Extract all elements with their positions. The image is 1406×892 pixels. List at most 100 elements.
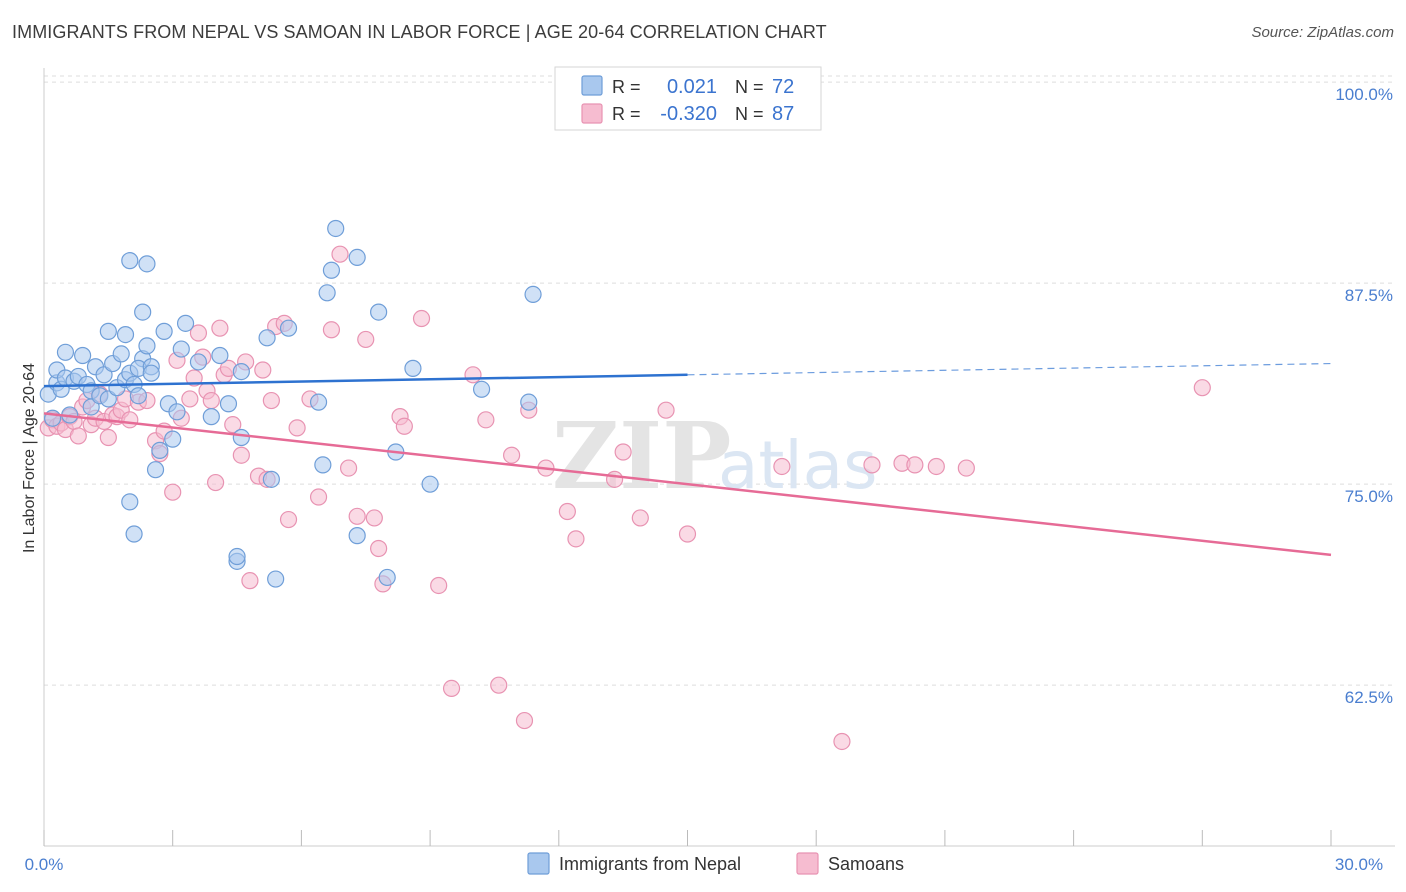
nepal-point — [121, 493, 139, 511]
samoans-point — [288, 419, 306, 437]
samoans-point — [957, 459, 975, 477]
nepal-point — [164, 430, 182, 448]
y-axis-label: In Labor Force | Age 20-64 — [21, 363, 38, 553]
nepal-point — [125, 525, 143, 543]
stats-r-label-nepal: R = — [612, 77, 641, 97]
nepal-points — [39, 219, 542, 588]
samoans-point — [863, 456, 881, 474]
nepal-point — [219, 395, 238, 413]
nepal-point — [134, 303, 152, 321]
nepal-point — [189, 353, 208, 371]
nepal-point — [155, 322, 173, 340]
stats-n-label-samoans: N = — [735, 104, 764, 124]
nepal-point — [327, 219, 345, 238]
nepal-point — [151, 441, 169, 459]
stats-r-label-samoans: R = — [612, 104, 641, 124]
samoans-point — [309, 488, 328, 506]
legend-label-samoans: Samoans — [828, 854, 904, 874]
samoans-point — [164, 483, 182, 501]
trend-lines — [43, 362, 1332, 557]
samoans-point — [254, 361, 272, 379]
samoans-trend-line — [43, 412, 1332, 557]
nepal-point — [314, 456, 332, 474]
y-tick-label: 100.0% — [1335, 85, 1393, 104]
nepal-point — [56, 343, 75, 361]
samoans-point — [442, 679, 461, 698]
nepal-point — [262, 470, 280, 488]
nepal-point — [228, 547, 246, 566]
nepal-point — [318, 284, 336, 302]
legend-label-nepal: Immigrants from Nepal — [559, 854, 741, 874]
tick-labels: 62.5% 75.0% 87.5% 100.0% 0.0% 30.0% — [25, 85, 1393, 874]
nepal-trend-line — [43, 373, 688, 388]
nepal-point — [524, 285, 542, 303]
nepal-point — [267, 570, 285, 588]
nepal-point — [520, 393, 538, 411]
nepal-point — [112, 345, 130, 363]
stats-legend-box: R = 0.021 N = 72 R = -0.320 N = 87 — [554, 66, 822, 131]
nepal-point — [258, 329, 276, 347]
nepal-point — [121, 252, 139, 270]
samoans-point — [357, 330, 375, 349]
samoans-point — [207, 473, 225, 492]
watermark-zip: ZIP — [552, 402, 731, 510]
samoans-point — [395, 417, 413, 435]
samoans-point — [189, 324, 208, 342]
samoans-point — [348, 507, 366, 525]
nepal-point — [348, 527, 366, 545]
nepal-point — [168, 403, 186, 421]
watermark: ZIP atlas — [552, 402, 878, 510]
nepal-point — [142, 364, 160, 382]
samoans-point — [224, 416, 242, 434]
samoans-point — [279, 510, 298, 529]
stats-swatch-samoans — [581, 103, 603, 124]
samoans-point — [99, 428, 117, 447]
samoans-point — [412, 309, 431, 328]
samoans-point — [927, 457, 945, 476]
samoans-point — [1193, 379, 1211, 397]
samoans-point — [370, 539, 388, 558]
samoans-point — [678, 525, 697, 543]
nepal-point — [472, 380, 491, 398]
nepal-point — [138, 255, 156, 273]
nepal-trend-extension — [687, 362, 1332, 376]
stats-n-value-nepal: 72 — [772, 76, 794, 98]
samoans-point — [322, 321, 341, 339]
nepal-point — [370, 303, 388, 321]
samoans-point — [614, 443, 632, 461]
samoans-point — [631, 509, 649, 527]
nepal-point — [404, 359, 422, 377]
samoans-point — [503, 446, 521, 464]
axes — [43, 68, 1395, 847]
samoans-point — [339, 459, 358, 477]
nepal-point — [279, 319, 298, 337]
y-tick-label: 87.5% — [1345, 286, 1393, 305]
samoans-point — [121, 411, 139, 429]
y-tick-label: 75.0% — [1345, 487, 1393, 506]
nepal-point — [309, 393, 328, 411]
samoans-point — [477, 411, 495, 429]
stats-r-value-nepal: 0.021 — [667, 76, 717, 98]
watermark-atlas: atlas — [718, 427, 878, 504]
samoans-point — [181, 390, 199, 408]
nepal-point — [348, 248, 366, 267]
nepal-point — [99, 322, 117, 340]
samoans-point — [567, 530, 585, 548]
stats-n-value-samoans: 87 — [772, 103, 794, 125]
samoans-point — [430, 576, 448, 595]
samoans-point — [833, 732, 851, 751]
nepal-point — [176, 314, 195, 332]
samoans-point — [605, 470, 624, 488]
chart-title: IMMIGRANTS FROM NEPAL VS SAMOAN IN LABOR… — [12, 22, 827, 42]
nepal-point — [378, 568, 396, 587]
samoans-point — [657, 401, 675, 419]
samoans-point — [490, 676, 508, 694]
nepal-point — [322, 261, 341, 279]
samoans-point — [558, 502, 576, 521]
samoans-point — [241, 572, 259, 590]
nepal-point — [232, 362, 250, 381]
nepal-point — [116, 326, 135, 344]
x-tick-label: 30.0% — [1335, 855, 1383, 874]
samoans-point — [262, 391, 280, 410]
